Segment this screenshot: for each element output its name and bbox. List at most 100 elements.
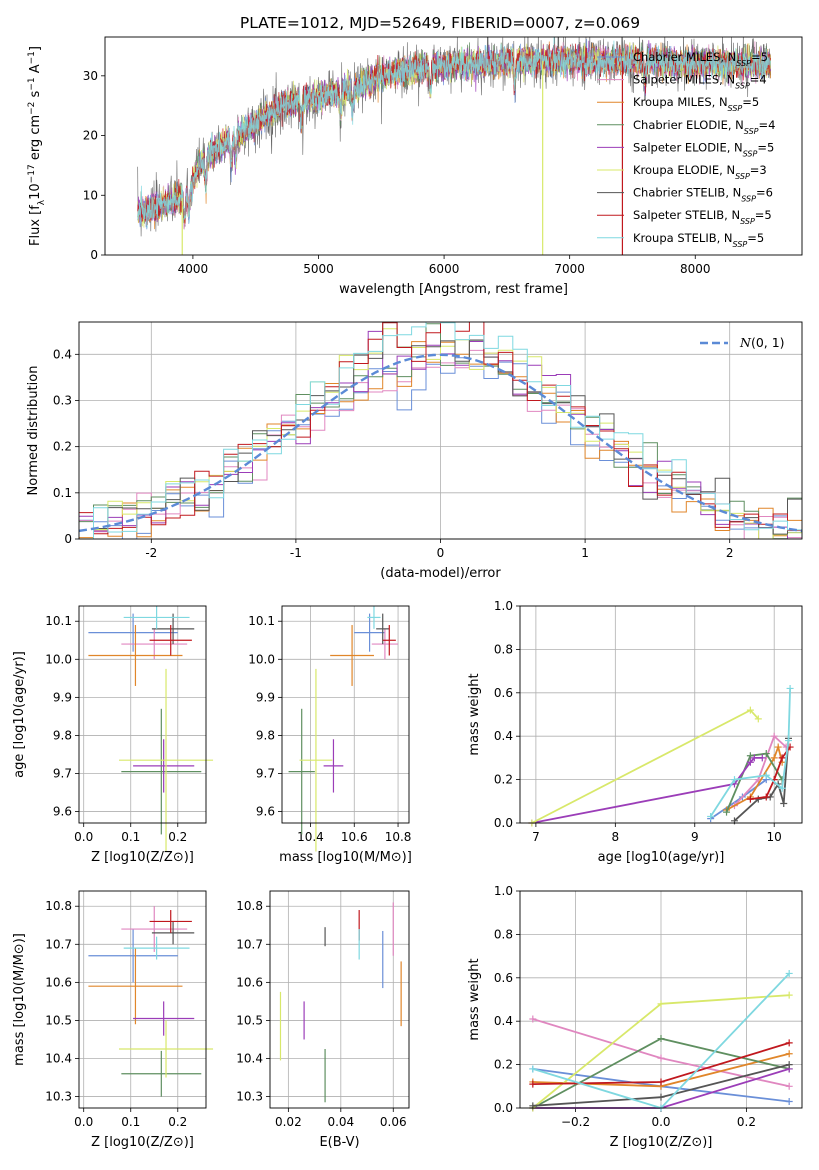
x-tick-label: 0.2 <box>737 1115 756 1129</box>
y-tick-label: 9.7 <box>53 767 72 781</box>
y-tick-label: 1.0 <box>494 599 513 613</box>
y-tick-label: 0.3 <box>53 393 72 407</box>
x-tick-label: 0.04 <box>327 1115 354 1129</box>
y-tick-label: 10.1 <box>248 614 275 628</box>
x-tick-label: 0.2 <box>168 830 187 844</box>
y-tick-label: 0.6 <box>494 971 513 985</box>
y-tick-label: 10 <box>83 188 98 202</box>
spectrum-panel: 4000 5000 6000 7000 8000 0 10 20 30 wavelength [A… <box>27 36 803 297</box>
legend-name: Chabrier MILES, N <box>633 50 736 64</box>
x-tick-label: 10.6 <box>341 830 368 844</box>
y-axis-label-part: f <box>28 205 43 210</box>
y-tick-label: 0.2 <box>494 1058 513 1072</box>
residual-histogram-6 <box>79 322 802 539</box>
legend-sub: SSP <box>740 217 755 226</box>
legend-count: =5 <box>747 231 764 245</box>
weight-marker <box>723 808 731 816</box>
residual-histograms <box>79 322 802 539</box>
legend-sub: SSP <box>736 59 751 68</box>
x-tick-label: 8 <box>612 830 620 844</box>
x-tick-label: -1 <box>290 546 302 560</box>
weight-marker <box>730 776 738 784</box>
weight-marker <box>657 1054 665 1062</box>
y-tick-label: 10.7 <box>236 937 263 951</box>
y-tick-label: 0.8 <box>494 927 513 941</box>
age_vs_Z-panel: 0.0 0.1 0.2 9.6 9.7 9.8 9.9 10.0 10.1 Z [log10(Z/… <box>12 605 214 865</box>
x-tick-label: 8000 <box>680 262 711 276</box>
x-axis-label: Z [log10(Z/Z⊙)] <box>610 1135 713 1150</box>
y-tick-label: 9.6 <box>256 805 275 819</box>
x-tick-label: 7000 <box>554 262 585 276</box>
x-tick-label: 0.06 <box>380 1115 407 1129</box>
weight-marker <box>785 969 793 977</box>
y-tick-label: 10.0 <box>45 652 72 666</box>
weight-marker <box>657 1000 665 1008</box>
legend-name: Kroupa STELIB, N <box>633 231 733 245</box>
legend-name: Chabrier ELODIE, N <box>633 118 744 132</box>
weight-marker <box>746 758 754 766</box>
legend-count: =5 <box>755 208 772 222</box>
x-tick-label: 4000 <box>178 262 209 276</box>
residuals-panel: -2 -1 0 1 2 0 0.1 0.2 0.3 0.4 (data-model)/error No… <box>26 321 803 581</box>
weight-marker <box>762 771 770 779</box>
x-axis-label: age [log10(age/yr)] <box>598 850 725 865</box>
weight-marker <box>707 812 715 820</box>
weight-marker <box>778 754 786 762</box>
y-axis-label-part: erg cm <box>28 115 43 164</box>
legend-sub: SSP <box>728 104 743 113</box>
legend-symbol: N <box>739 335 752 350</box>
x-tick-label: 0.1 <box>121 1115 140 1129</box>
weight-marker <box>529 1065 537 1073</box>
age_vs_mass-panel: 10.4 10.6 10.8 9.6 9.7 9.8 9.9 10.0 10.1 mass [lo… <box>248 605 412 865</box>
legend-count: =3 <box>750 163 767 177</box>
legend-entry: Chabrier MILES, NSSP=5 <box>633 50 768 68</box>
normal-curve <box>79 353 802 533</box>
legend-sub: SSP <box>735 81 750 90</box>
x-tick-label: 0 <box>437 546 445 560</box>
y-tick-label: 9.6 <box>53 805 72 819</box>
x-tick-label: 10.4 <box>297 830 324 844</box>
y-tick-label: 10.6 <box>45 975 72 989</box>
weight-marker <box>529 1080 537 1088</box>
mass_weight_vs_age-panel: 7 8 9 10 0.0 0.2 0.4 0.6 0.8 1.0 age [log10(age/yr… <box>467 599 803 865</box>
legend-name: Kroupa MILES, N <box>633 95 728 109</box>
residual-histogram-5 <box>79 328 802 539</box>
axes-frame <box>78 890 207 1109</box>
y-axis-label-part: −1 <box>27 51 37 64</box>
weight-marker <box>786 684 794 692</box>
y-tick-label: 0 <box>64 532 72 546</box>
y-axis-label: mass [log10(M/M⊙)] <box>12 933 27 1066</box>
figure-title: PLATE=1012, MJD=52649, FIBERID=0007, z=0… <box>240 14 640 32</box>
mass_weight_vs_Z-panel: −0.2 0.0 0.2 0.0 0.2 0.4 0.6 0.8 1.0 Z [log10(Z/Z… <box>467 884 803 1150</box>
weight-series-1 <box>733 734 787 807</box>
y-tick-label: 9.9 <box>53 690 72 704</box>
weight-marker <box>762 793 770 801</box>
y-tick-label: 10.8 <box>236 899 263 913</box>
weight-marker <box>657 1078 665 1086</box>
weight-marker <box>746 752 754 760</box>
legend-entry: N(0, 1) <box>739 335 785 350</box>
weight-marker <box>780 799 788 807</box>
legend-count: =5 <box>757 140 774 154</box>
y-axis-label-part: s <box>28 90 43 101</box>
y-tick-label: 0.2 <box>494 773 513 787</box>
legend-entry: Salpeter STELIB, NSSP=5 <box>633 208 772 226</box>
y-tick-label: 10.5 <box>45 1013 72 1027</box>
x-tick-label: 0.2 <box>168 1115 187 1129</box>
y-tick-label: 9.7 <box>256 767 275 781</box>
weight-marker <box>529 1015 537 1023</box>
legend-count: =5 <box>742 95 759 109</box>
legend-count: =6 <box>756 186 773 200</box>
x-axis-label: E(B-V) <box>319 1135 359 1150</box>
y-axis-label-part: 10 <box>28 183 43 200</box>
x-axis-label: mass [log10(M/M⊙)] <box>279 850 412 865</box>
y-tick-label: 0.6 <box>494 686 513 700</box>
axes-frame <box>269 890 410 1109</box>
y-tick-label: 0.4 <box>494 1014 513 1028</box>
weight-marker <box>785 1082 793 1090</box>
weight-marker <box>785 1039 793 1047</box>
residual-histogram-0 <box>79 357 802 539</box>
x-tick-label: 9 <box>691 830 699 844</box>
y-tick-label: 10.1 <box>45 614 72 628</box>
x-tick-label: 2 <box>726 546 734 560</box>
